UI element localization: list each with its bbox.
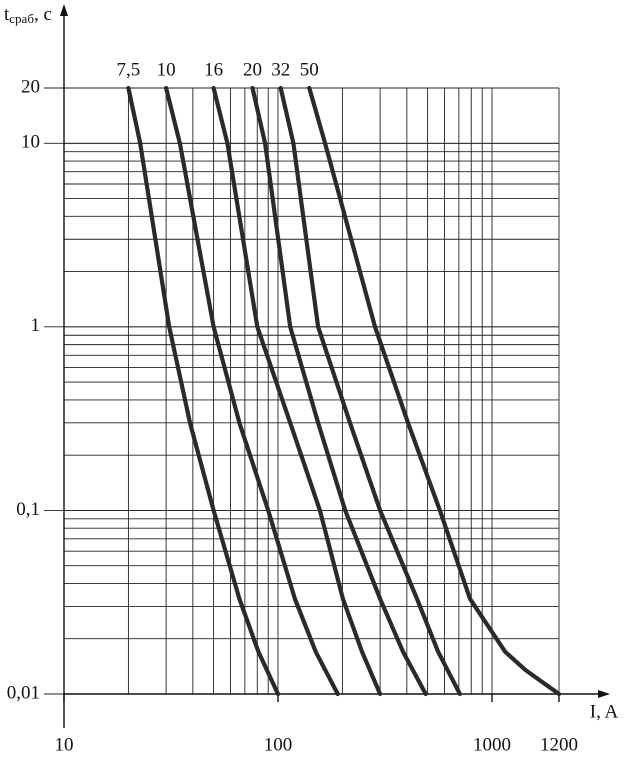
x-tick-label: 1000 — [473, 734, 511, 755]
y-tick-label: 0,1 — [16, 499, 40, 520]
curve-label: 16 — [204, 59, 223, 80]
curve — [307, 85, 562, 697]
x-tick-label: 10 — [55, 734, 74, 755]
curve — [164, 85, 340, 697]
curve-label: 32 — [271, 59, 290, 80]
curve-label: 7,5 — [117, 59, 141, 80]
x-axis-arrow — [598, 690, 610, 698]
curve — [126, 85, 281, 697]
curve-label: 10 — [157, 59, 176, 80]
y-tick-label: 10 — [21, 132, 40, 153]
x-axis-label: I, A — [590, 701, 619, 722]
curve — [250, 85, 428, 697]
curve — [211, 85, 383, 697]
y-tick-label: 0,01 — [7, 682, 40, 703]
x-tick-label: 100 — [264, 734, 293, 755]
x-tick-label: 1200 — [540, 734, 578, 755]
y-label-unit: , с — [34, 4, 52, 25]
y-axis-label: tсраб, с — [4, 4, 52, 26]
curve-label: 20 — [243, 59, 262, 80]
y-label-symbol: t — [4, 4, 10, 25]
curve — [278, 85, 462, 697]
curve-label: 50 — [300, 59, 319, 80]
y-tick-label: 20 — [21, 76, 40, 97]
y-tick-label: 1 — [31, 315, 41, 336]
y-axis-arrow — [60, 4, 68, 16]
y-label-subscript: сраб — [9, 11, 34, 26]
